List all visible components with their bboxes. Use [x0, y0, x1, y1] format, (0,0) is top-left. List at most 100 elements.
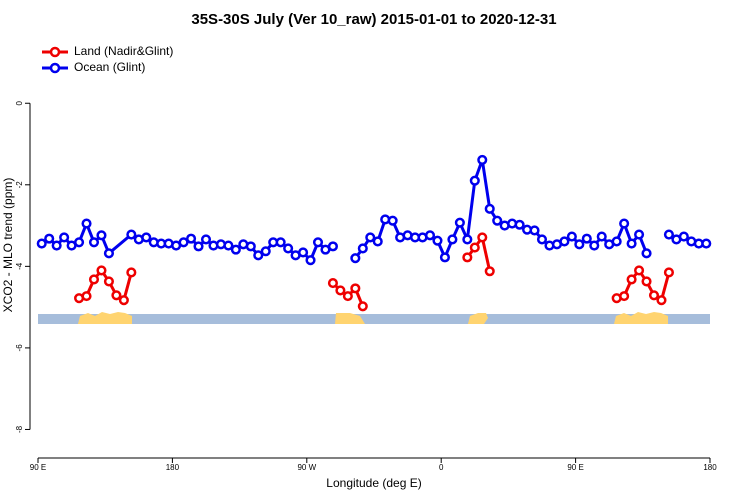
data-point	[96, 230, 107, 241]
data-point	[656, 295, 667, 306]
data-point	[357, 301, 368, 312]
data-point	[103, 248, 114, 259]
data-point	[447, 234, 458, 245]
legend-marker	[49, 46, 61, 58]
data-point	[372, 236, 383, 247]
data-point	[432, 235, 443, 246]
data-point	[514, 219, 525, 230]
data-point	[634, 229, 645, 240]
data-point	[701, 238, 712, 249]
data-point	[641, 276, 652, 287]
x-tick-label: 90 W	[297, 463, 316, 472]
data-point	[59, 232, 70, 243]
land-strip	[78, 312, 132, 324]
ocean-strip	[38, 314, 710, 324]
map-strip	[38, 312, 710, 324]
data-point	[342, 291, 353, 302]
data-point	[424, 230, 436, 241]
data-point	[275, 237, 286, 248]
x-axis-label: Longitude (deg E)	[326, 476, 421, 490]
data-point	[619, 218, 630, 229]
data-point	[74, 237, 85, 248]
y-axis-label: XCO2 - MLO trend (ppm)	[1, 178, 15, 313]
data-point	[357, 243, 368, 254]
data-point	[626, 238, 637, 249]
data-point	[663, 229, 674, 240]
data-point	[663, 267, 674, 278]
x-tick-label: 90 E	[30, 463, 46, 472]
legend-label: Ocean (Glint)	[74, 60, 145, 74]
data-point	[387, 215, 398, 226]
data-point	[178, 237, 189, 248]
data-point	[283, 243, 294, 254]
data-point	[350, 283, 361, 294]
y-tick-label: -8	[15, 425, 24, 433]
x-tick-label: 180	[166, 463, 180, 472]
data-point	[529, 225, 540, 236]
data-point	[648, 290, 660, 301]
x-tick-label: 90 E	[567, 463, 583, 472]
data-point	[492, 215, 503, 226]
data-point	[253, 250, 264, 261]
data-point	[186, 233, 197, 244]
data-point	[477, 154, 488, 165]
data-point	[312, 237, 324, 248]
legend-marker	[49, 62, 61, 74]
data-point	[36, 238, 47, 249]
data-point	[454, 217, 465, 228]
data-point	[51, 240, 62, 251]
data-point	[626, 274, 637, 285]
data-point	[462, 234, 473, 245]
land-strip	[468, 313, 488, 324]
data-point	[44, 233, 55, 244]
x-tick-label: 0	[439, 463, 444, 472]
data-point	[484, 203, 495, 214]
data-point	[477, 232, 488, 243]
data-point	[81, 291, 92, 302]
y-tick-label: 0	[15, 100, 24, 105]
data-point	[611, 236, 622, 247]
data-point	[469, 175, 480, 186]
data-point	[245, 241, 256, 252]
data-point	[589, 240, 600, 251]
data-point	[559, 236, 570, 247]
data-point	[350, 253, 361, 264]
data-point	[141, 232, 152, 243]
data-point	[536, 234, 548, 245]
data-point	[678, 231, 689, 242]
data-point	[462, 252, 473, 263]
data-point	[103, 276, 114, 287]
data-point	[260, 246, 271, 257]
data-point	[230, 244, 241, 255]
legend: Land (Nadir&Glint) Ocean (Glint)	[42, 44, 173, 74]
data-point	[327, 278, 338, 289]
data-point	[634, 265, 645, 276]
data-point	[298, 247, 309, 258]
data-point	[641, 248, 652, 259]
legend-label: Land (Nadir&Glint)	[74, 44, 173, 58]
data-point	[566, 231, 577, 242]
y-tick-label: -4	[15, 262, 24, 270]
data-point	[200, 234, 212, 245]
data-point	[223, 240, 234, 251]
data-point	[81, 218, 92, 229]
data-point	[96, 265, 107, 276]
x-tick-label: 180	[703, 463, 717, 472]
data-point	[335, 285, 346, 296]
land-strip	[335, 313, 365, 324]
data-point	[193, 241, 204, 252]
data-point	[365, 232, 376, 243]
land-strip	[614, 312, 668, 324]
data-point	[88, 237, 100, 248]
data-point	[574, 239, 585, 250]
data-point	[439, 252, 450, 263]
chart-title: 35S-30S July (Ver 10_raw) 2015-01-01 to …	[191, 11, 556, 28]
data-point	[619, 291, 630, 302]
data-point	[126, 229, 137, 240]
data-point	[581, 233, 592, 244]
data-point	[327, 241, 338, 252]
y-tick-label: -6	[15, 344, 24, 352]
data-point	[484, 266, 495, 277]
data-point	[126, 267, 137, 278]
